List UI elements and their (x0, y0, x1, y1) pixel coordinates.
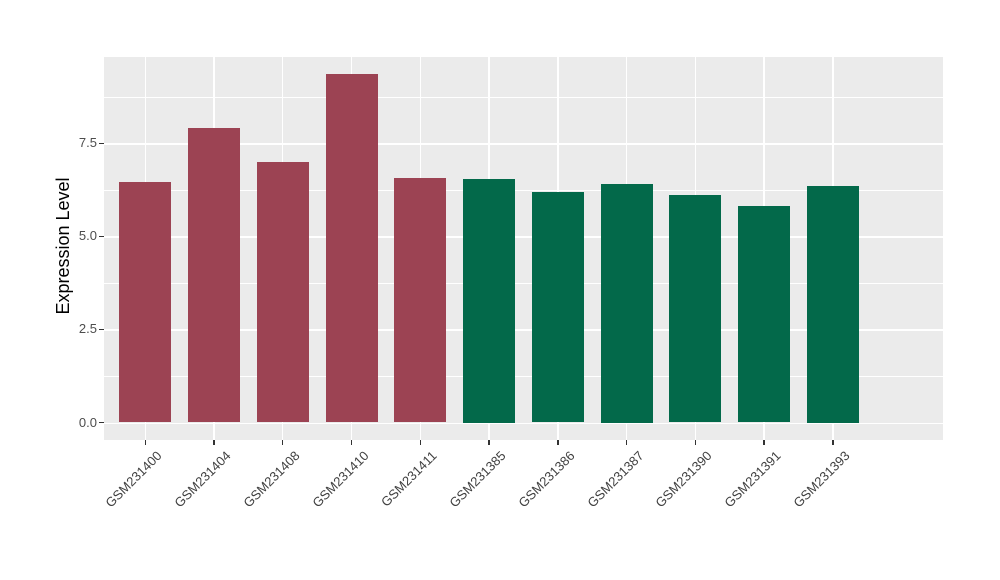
x-tick-mark (350, 440, 353, 445)
x-tick-label: GSM231390 (652, 448, 716, 511)
bar-GSM231386 (531, 192, 584, 423)
bar-GSM231400 (119, 182, 172, 423)
bar-GSM231387 (600, 183, 653, 423)
x-tick-label: GSM231408 (240, 448, 303, 511)
y-tick-mark (99, 421, 104, 424)
bar-GSM231393 (806, 185, 859, 423)
y-tick-label: 5.0 (78, 228, 97, 244)
x-tick-mark (213, 440, 215, 445)
major-gridline (104, 236, 943, 238)
y-tick-label: 7.5 (78, 135, 97, 151)
minor-gridline (104, 375, 943, 377)
y-tick-mark (99, 235, 104, 238)
x-tick-label: GSM231393 (790, 448, 853, 511)
y-tick-label: 2.5 (78, 321, 97, 337)
x-tick-label: GSM231411 (378, 448, 440, 510)
x-tick-label: GSM231410 (308, 448, 372, 511)
x-tick-mark (625, 440, 628, 445)
y-tick-label: 0.0 (78, 414, 97, 430)
x-tick-mark (557, 440, 559, 445)
x-tick-label: GSM231391 (721, 448, 784, 511)
y-tick-mark (99, 142, 104, 145)
minor-gridline (104, 189, 943, 191)
x-tick-label: GSM231400 (102, 448, 165, 511)
x-tick-label: GSM231404 (171, 448, 234, 511)
x-tick-mark (282, 440, 284, 445)
bar-GSM231408 (256, 161, 309, 423)
bar-GSM231390 (669, 195, 722, 423)
major-gridline (104, 422, 943, 424)
x-tick-label: GSM231385 (446, 448, 509, 511)
major-gridline (104, 143, 943, 145)
x-tick-mark (144, 440, 146, 445)
minor-gridline (104, 96, 943, 98)
bar-GSM231410 (325, 74, 378, 423)
x-tick-mark (832, 440, 834, 445)
plot-panel (104, 57, 943, 440)
x-tick-mark (694, 440, 697, 445)
x-tick-mark (419, 440, 422, 445)
bar-GSM231385 (463, 179, 516, 423)
bar-GSM231404 (188, 128, 241, 423)
bar-GSM231391 (738, 205, 791, 423)
minor-gridline (104, 282, 943, 284)
bar-GSM231411 (394, 177, 447, 423)
x-tick-mark (488, 440, 490, 445)
major-gridline (104, 329, 943, 331)
y-tick-mark (99, 328, 104, 331)
x-tick-mark (763, 440, 765, 445)
x-tick-label: GSM231386 (515, 448, 578, 511)
x-tick-label: GSM231387 (584, 448, 647, 511)
